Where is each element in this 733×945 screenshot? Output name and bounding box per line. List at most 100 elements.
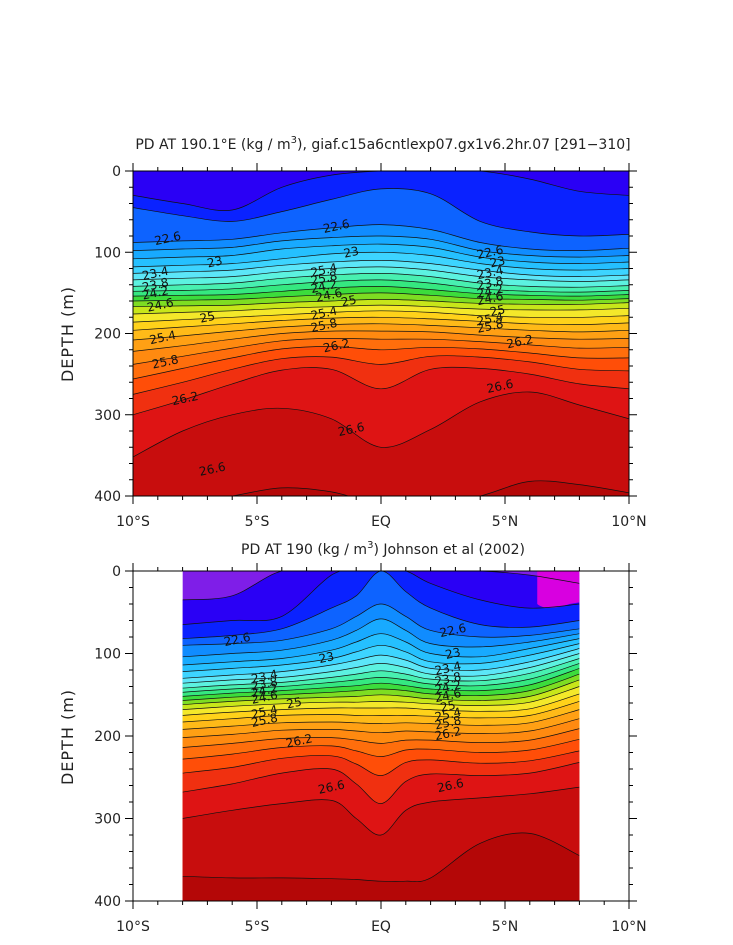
axis-ticks: 10°S 5°S EQ 5°N 10°N 0 100 200 300 400	[94, 163, 647, 530]
contour-label: 24.2	[141, 283, 170, 302]
contour-label: 25.4	[309, 304, 338, 323]
y-tick-label: 0	[112, 164, 121, 180]
panel-top: PD AT 190.1°E (kg / m3), giaf.c15a6cntle…	[58, 135, 647, 530]
contour-labels: 22.62323.423.824.224.62525.425.826.226.6…	[141, 217, 535, 479]
axis-ticks: 10°S 5°S EQ 5°N 10°N 0 100 200 300 400	[94, 563, 647, 935]
isopycnal-line	[182, 653, 580, 684]
isopycnal-line	[133, 235, 629, 258]
isopycnal-line	[182, 786, 580, 836]
contour-label: 25.8	[309, 269, 338, 288]
contour-lines	[133, 171, 629, 496]
contour-label: 25	[198, 309, 216, 326]
contour-plot-top: 22.62323.423.824.224.62525.425.826.226.6…	[94, 163, 647, 530]
contour-label: 23	[489, 254, 507, 271]
contour-label: 24.2	[433, 678, 462, 697]
isopycnal-line	[133, 251, 629, 271]
x-tick-label: 10°S	[116, 514, 150, 530]
isopycnal-line	[182, 701, 580, 723]
contour-label: 25.4	[433, 705, 462, 724]
x-tick-label: 5°N	[492, 514, 518, 530]
contour-label: 25	[489, 302, 507, 319]
isopycnal-line	[133, 304, 629, 315]
contour-label: 22.6	[322, 217, 351, 236]
y-tick-label: 100	[94, 245, 121, 261]
isopycnal-line	[133, 259, 629, 277]
contour-label: 23.4	[433, 659, 462, 678]
isopycnal-line	[133, 337, 629, 365]
x-tick-label: 10°S	[116, 919, 150, 935]
contour-label: 23	[342, 244, 360, 261]
contour-label: 23.8	[141, 275, 170, 294]
y-tick-label: 400	[94, 489, 121, 505]
contour-lines	[182, 571, 580, 883]
x-tick-label: EQ	[371, 514, 391, 530]
contour-label: 23.4	[250, 667, 279, 686]
contour-fills	[133, 171, 629, 496]
contour-label: 23.8	[250, 674, 279, 693]
isopycnal-line	[182, 709, 580, 730]
contour-label: 23.4	[141, 264, 170, 283]
contour-label: 26.2	[433, 724, 462, 743]
isopycnal-line	[182, 571, 580, 639]
isopycnal-line	[133, 266, 629, 282]
contour-label: 23.8	[476, 274, 505, 293]
isopycnal-line	[133, 310, 629, 323]
contour-label: 25	[285, 695, 303, 712]
contour-label: 24.6	[314, 286, 343, 305]
contour-label: 24.2	[250, 681, 279, 700]
isopycnal-line	[133, 366, 629, 416]
y-tick-label: 0	[112, 564, 121, 580]
y-tick-label: 200	[94, 327, 121, 343]
contour-label: 23	[444, 645, 462, 662]
contour-label: 26.2	[322, 336, 351, 355]
contour-label: 24.6	[433, 686, 462, 705]
contour-label: 25.4	[148, 328, 177, 347]
contour-label: 25.8	[476, 317, 505, 336]
contour-label: 25.8	[433, 713, 462, 732]
contour-fills	[182, 571, 580, 901]
x-tick-label: 10°N	[611, 919, 646, 935]
y-axis-label-bottom: DEPTH (m)	[58, 689, 77, 785]
isopycnal-line	[182, 750, 580, 776]
panel-bottom: PD AT 190 (kg / m3) Johnson et al (2002)…	[58, 540, 647, 935]
isopycnal-line	[182, 648, 580, 679]
isopycnal-line	[182, 679, 580, 705]
isopycnal-line	[182, 663, 580, 693]
isopycnal-line	[182, 832, 580, 883]
isopycnal-line	[182, 728, 580, 748]
isopycnal-line	[133, 355, 629, 395]
isopycnal-line	[133, 272, 629, 288]
contour-label: 25.8	[151, 352, 180, 371]
y-tick-label: 200	[94, 729, 121, 745]
contour-label: 25.4	[476, 309, 505, 328]
chart-title-top: PD AT 190.1°E (kg / m3), giaf.c15a6cntle…	[135, 135, 630, 153]
density-band	[133, 391, 629, 496]
contour-label: 22.6	[476, 243, 505, 262]
isopycnal-line	[133, 292, 629, 302]
isopycnal-line	[182, 603, 580, 646]
isopycnal-line	[182, 762, 580, 804]
contour-label: 26.2	[171, 389, 200, 408]
isopycnal-line	[133, 285, 629, 297]
isopycnal-line	[133, 224, 629, 251]
contour-label: 24.6	[476, 289, 505, 308]
isopycnal-line	[230, 480, 629, 496]
contour-label: 25.8	[309, 316, 338, 335]
isopycnal-line	[182, 718, 580, 738]
isopycnal-line	[133, 171, 629, 211]
contour-label: 23	[318, 649, 336, 666]
contour-label: 25	[340, 293, 358, 310]
isopycnal-line	[182, 633, 580, 666]
isopycnal-line	[133, 391, 629, 458]
contour-label: 22.6	[223, 630, 252, 649]
contour-label: 26.2	[505, 332, 534, 351]
contour-label: 23	[206, 254, 224, 271]
contour-label: 24.6	[146, 295, 175, 314]
isopycnal-line	[133, 346, 629, 380]
contour-label: 22.6	[438, 621, 467, 640]
contour-label: 22.6	[153, 229, 182, 248]
contour-label: 25	[439, 698, 457, 715]
isopycnal-line	[182, 668, 580, 697]
